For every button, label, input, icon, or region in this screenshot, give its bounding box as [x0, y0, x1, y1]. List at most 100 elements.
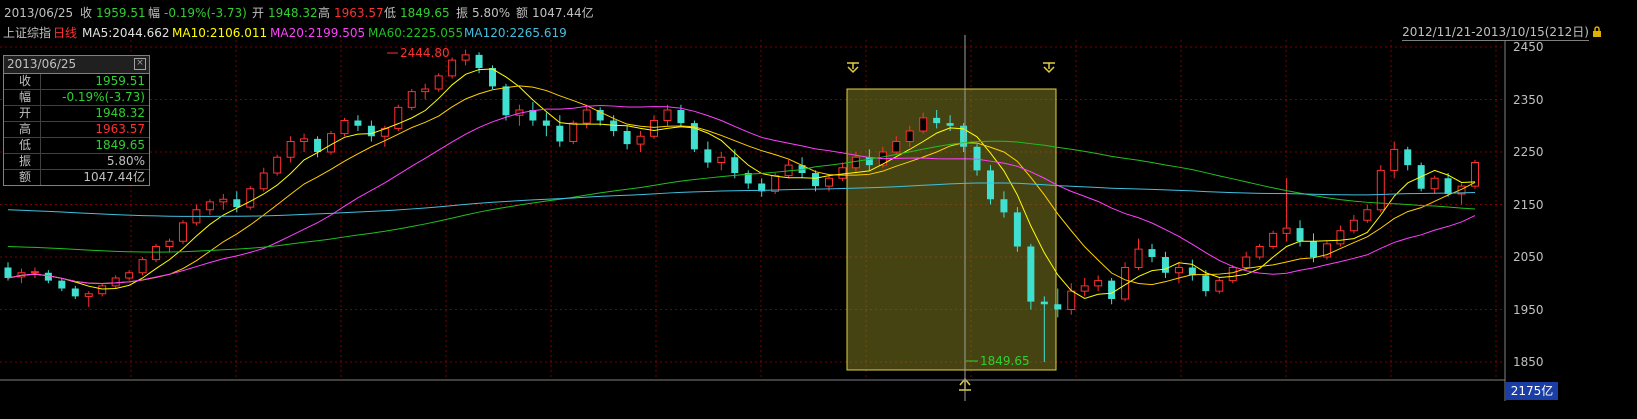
- candle: [529, 102, 537, 126]
- info-row: 高 1963.57: [4, 122, 149, 138]
- ma10-label: MA10:2106.011: [172, 26, 268, 40]
- info-row: 低 1849.65: [4, 138, 149, 154]
- candle: [286, 136, 295, 163]
- ma-legend: 上证综指 日线 MA5:2044.662 MA10:2106.011 MA20:…: [0, 26, 1637, 44]
- ma20-line: [7, 105, 1476, 284]
- info-row-value: 1849.65: [95, 138, 145, 152]
- candle: [407, 89, 416, 110]
- candle: [1000, 191, 1008, 218]
- candle: [690, 120, 698, 152]
- header-amount-label: 额: [516, 6, 529, 20]
- candle: [1255, 243, 1264, 260]
- candle: [905, 125, 914, 147]
- candle: [273, 154, 282, 176]
- candle: [111, 275, 120, 289]
- candle: [636, 131, 645, 152]
- candle: [919, 112, 928, 134]
- candle: [1108, 278, 1116, 305]
- ma60-line: [7, 140, 1476, 253]
- candle: [1134, 238, 1143, 271]
- info-row-key: 额: [19, 170, 32, 184]
- down-arrow-icon: [847, 62, 859, 74]
- candle: [1188, 259, 1196, 281]
- candle: [354, 115, 362, 131]
- index-name: 上证综指: [3, 26, 52, 40]
- ma5-label: MA5:2044.662: [82, 26, 170, 40]
- info-row-key: 高: [19, 122, 32, 136]
- header-change-value: -0.19%(-3.73): [164, 6, 247, 20]
- candle: [1054, 288, 1062, 318]
- y-tick-label: 2350: [1513, 92, 1544, 107]
- candle: [1282, 178, 1291, 242]
- candle: [300, 133, 309, 152]
- candle: [1349, 215, 1358, 234]
- candle: [152, 243, 161, 263]
- info-row: 额 1047.44亿: [4, 170, 149, 185]
- candle: [1027, 243, 1035, 310]
- candle: [30, 267, 39, 278]
- candle: [1269, 230, 1278, 250]
- candle: [704, 141, 712, 168]
- y-tick-label: 2450: [1513, 40, 1544, 54]
- selection-highlight[interactable]: [846, 88, 1057, 371]
- info-row-value: -0.19%(-3.73): [62, 90, 145, 104]
- period-label[interactable]: 日线: [53, 26, 78, 40]
- header-low-label: 低: [384, 6, 397, 20]
- lock-icon[interactable]: [1591, 26, 1603, 38]
- candle: [314, 136, 322, 158]
- candle: [596, 107, 604, 126]
- candle: [461, 49, 470, 66]
- candle: [663, 104, 672, 126]
- y-tick-label: 2250: [1513, 145, 1544, 159]
- header-high-label: 高: [318, 6, 331, 20]
- ma60-label: MA60:2225.055: [368, 26, 464, 40]
- candle: [1457, 183, 1466, 205]
- candle: [178, 220, 187, 244]
- y-tick-label: 1950: [1513, 302, 1544, 317]
- info-row-key: 收: [19, 74, 32, 88]
- candle: [865, 149, 873, 171]
- candle: [1228, 264, 1237, 284]
- info-row-value: 1959.51: [95, 74, 145, 88]
- candle: [219, 194, 228, 210]
- candle: [933, 110, 941, 129]
- candle: [1390, 141, 1399, 179]
- candles: [4, 49, 1479, 362]
- candle: [515, 104, 524, 126]
- ma5-line: [7, 68, 1476, 300]
- y-tick-label: 2150: [1513, 197, 1544, 212]
- close-icon[interactable]: ×: [134, 58, 146, 70]
- candle: [367, 120, 375, 142]
- candle: [582, 104, 591, 129]
- candle: [1242, 251, 1251, 271]
- high-annotation: 2444.80: [400, 46, 450, 60]
- candle: [71, 285, 79, 299]
- candle: [798, 157, 806, 179]
- volume-badge: 2175亿: [1506, 382, 1558, 400]
- candle: [98, 283, 107, 297]
- candle: [623, 125, 631, 150]
- header-open-label: 开: [252, 6, 265, 20]
- header-amp-value: 5.80%: [472, 6, 511, 20]
- info-row: 收 1959.51: [4, 74, 149, 90]
- candle: [1296, 220, 1304, 247]
- candle: [1013, 207, 1021, 252]
- candle: [340, 117, 349, 137]
- candle: [1148, 243, 1156, 263]
- candle: [717, 152, 726, 171]
- candle: [744, 170, 752, 189]
- info-row-value: 1047.44亿: [83, 170, 145, 184]
- candle: [246, 186, 255, 210]
- candle: [58, 278, 66, 292]
- candle: [259, 167, 268, 192]
- y-tick-label: 1850: [1513, 355, 1544, 369]
- candle: [892, 136, 901, 155]
- candle: [44, 270, 52, 284]
- candle: [1336, 225, 1345, 247]
- candle: [1430, 175, 1439, 194]
- date-range[interactable]: 2012/11/21-2013/10/15(212日): [1402, 25, 1589, 41]
- candle: [1161, 251, 1169, 278]
- header-low-value: 1849.65: [400, 6, 450, 20]
- candle: [784, 159, 793, 179]
